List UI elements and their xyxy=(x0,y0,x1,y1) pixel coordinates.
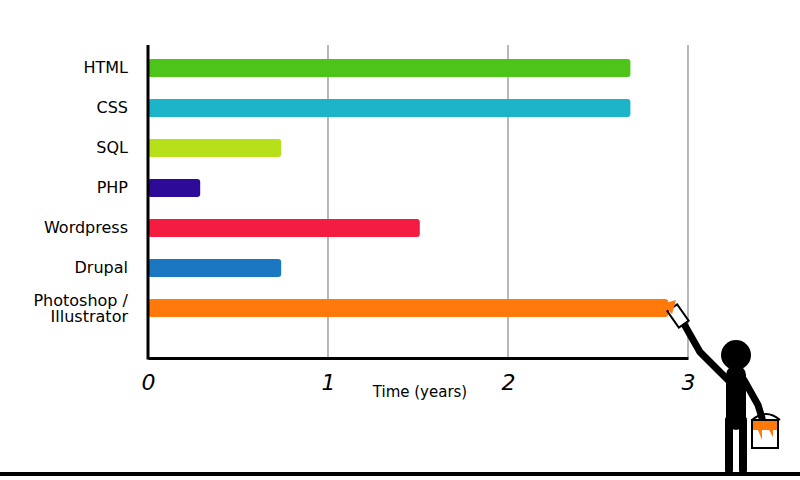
x-tick-label: 2 xyxy=(502,370,516,395)
x-tick: 2 xyxy=(502,358,516,395)
y-tick-label: SQL xyxy=(96,138,128,157)
x-axis-title: Time (years) xyxy=(372,383,467,401)
bucket xyxy=(752,420,778,448)
bars xyxy=(148,59,668,317)
x-tick: 0 xyxy=(142,358,156,395)
leg xyxy=(739,420,747,470)
y-tick-label: Wordpress xyxy=(44,218,128,237)
bar xyxy=(148,259,281,277)
y-tick: Drupal xyxy=(75,258,148,277)
y-tick: PHP xyxy=(97,178,148,197)
ground xyxy=(0,472,800,476)
leg xyxy=(725,420,733,470)
y-tick-label: HTML xyxy=(83,58,128,77)
y-tick: Wordpress xyxy=(44,218,148,237)
x-axis-line xyxy=(149,357,689,360)
y-tick-label: Photoshop /Illustrator xyxy=(33,291,128,326)
arm xyxy=(744,380,762,418)
bar xyxy=(148,219,420,237)
x-tick-label: 3 xyxy=(682,370,696,395)
painter xyxy=(0,300,800,474)
y-tick-label: CSS xyxy=(97,98,128,117)
x-tick-label: 1 xyxy=(322,370,336,395)
y-axis: HTML CSS SQL PHP Wordpress Drupal Photoshop /I… xyxy=(33,58,148,325)
label-line: Illustrator xyxy=(51,307,129,326)
brush-tip xyxy=(662,300,676,314)
bar xyxy=(148,139,281,157)
bar xyxy=(148,179,200,197)
bar xyxy=(148,299,668,317)
y-tick: SQL xyxy=(96,138,148,157)
bucket-paint xyxy=(753,421,777,440)
y-tick: CSS xyxy=(97,98,148,117)
y-tick-label: PHP xyxy=(97,178,129,197)
y-tick: Photoshop /Illustrator xyxy=(33,291,148,326)
bar xyxy=(148,59,630,77)
grid-line xyxy=(687,45,688,358)
x-tick-label: 0 xyxy=(142,370,156,395)
y-tick: HTML xyxy=(83,58,148,77)
x-tick: 3 xyxy=(682,358,696,395)
arm xyxy=(684,324,728,380)
grid xyxy=(148,45,688,358)
y-axis-line xyxy=(147,45,150,360)
chart: 0 1 2 3 HTML CSS SQL PHP Wordpress Drupal Photosho… xyxy=(0,0,800,480)
bar xyxy=(148,99,630,117)
x-tick: 1 xyxy=(322,358,336,395)
y-tick-label: Drupal xyxy=(75,258,128,277)
